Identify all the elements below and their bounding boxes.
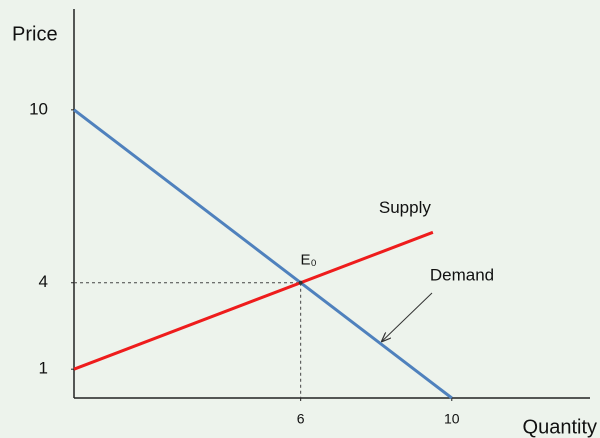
y-tick-label: 10 xyxy=(29,99,48,118)
y-axis-label: Price xyxy=(12,23,58,45)
equilibrium-point xyxy=(298,280,303,285)
series-line xyxy=(73,230,434,371)
equilibrium-label: E₀ xyxy=(301,252,317,269)
y-tick-label: 1 xyxy=(39,359,48,378)
x-tick-label: 6 xyxy=(297,411,305,427)
series-line xyxy=(73,108,453,400)
x-axis-label: Quantity xyxy=(523,416,597,438)
y-tick-label: 4 xyxy=(39,272,48,291)
label-arrow xyxy=(382,292,433,341)
x-tick-label: 10 xyxy=(444,411,460,427)
series-label: Demand xyxy=(430,265,494,284)
series-label: Supply xyxy=(379,198,431,217)
